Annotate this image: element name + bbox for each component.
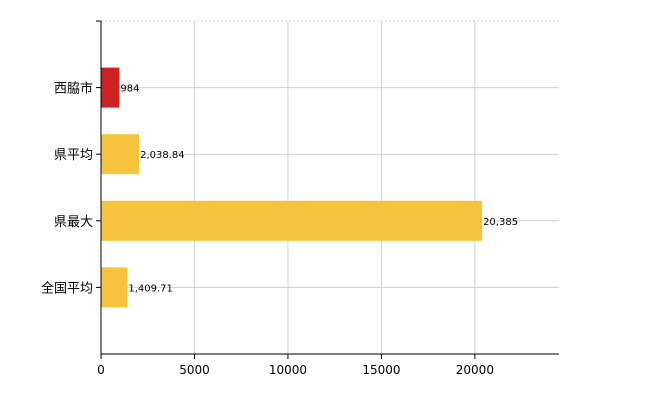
grid-layer (101, 20, 559, 354)
bar (101, 267, 128, 308)
data-label: 984 (120, 84, 139, 95)
category-label: 県最大 (54, 215, 93, 230)
x-tick-label: 10000 (269, 363, 307, 377)
x-tick-label: 20000 (456, 363, 494, 377)
data-label: 1,409.71 (128, 283, 173, 294)
bar (101, 67, 120, 108)
data-label: 2,038.84 (140, 150, 185, 161)
axis-layer (96, 20, 559, 359)
bar-layer (101, 67, 483, 308)
category-label: 県平均 (54, 148, 93, 163)
category-label: 全国平均 (41, 280, 93, 296)
category-label: 西脇市 (54, 81, 93, 97)
x-tick-label: 15000 (362, 363, 400, 377)
label-layer: 984 西脇市 2,038.84 県平均 20,385 県最大 1,409.71 全国平均 0 5… (41, 81, 518, 377)
bar (101, 200, 483, 241)
bar (101, 134, 140, 175)
data-label: 20,385 (483, 217, 518, 228)
x-tick-label: 0 (97, 363, 105, 377)
x-tick-label: 5000 (179, 363, 210, 377)
